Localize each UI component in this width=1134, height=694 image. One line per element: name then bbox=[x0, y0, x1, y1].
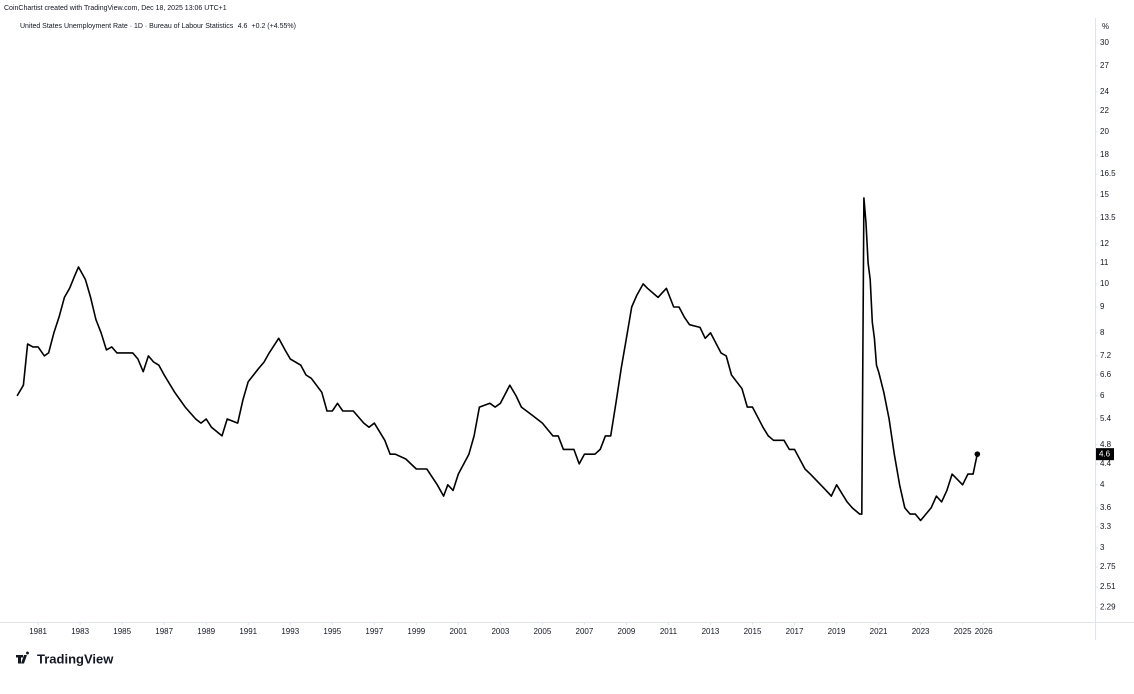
y-tick-label: 18 bbox=[1100, 150, 1109, 159]
x-tick-label: 2001 bbox=[449, 627, 467, 636]
y-tick-label: 4 bbox=[1100, 480, 1105, 489]
y-tick-label: 3.6 bbox=[1100, 503, 1112, 512]
y-tick-label: 22 bbox=[1100, 106, 1109, 115]
y-tick-label: 6.6 bbox=[1100, 370, 1112, 379]
y-tick-label: 5.4 bbox=[1100, 414, 1112, 423]
y-tick-label: 6 bbox=[1100, 391, 1105, 400]
x-tick-label: 2023 bbox=[912, 627, 930, 636]
x-tick-label: 2021 bbox=[870, 627, 888, 636]
header: CoinChartist created with TradingView.co… bbox=[4, 5, 227, 12]
legend-value: 4.6 bbox=[238, 23, 248, 30]
x-tick-label: 1995 bbox=[323, 627, 341, 636]
x-tick-label: 2005 bbox=[533, 627, 551, 636]
y-tick-label: 2.75 bbox=[1100, 562, 1116, 571]
price-label-box bbox=[1096, 448, 1114, 461]
x-tick-label: 2003 bbox=[491, 627, 509, 636]
line bbox=[16, 197, 979, 522]
y-tick-label: 2.29 bbox=[1100, 602, 1116, 611]
x-tick-label: 2019 bbox=[828, 627, 846, 636]
y-tick-label: 4.8 bbox=[1100, 440, 1112, 449]
x-tick-label: 1989 bbox=[197, 627, 215, 636]
y-tick-label: 3.3 bbox=[1100, 522, 1112, 531]
x-tick-label: 2017 bbox=[786, 627, 804, 636]
x-tick-label: 2007 bbox=[576, 627, 594, 636]
x-tick-label: 1985 bbox=[113, 627, 131, 636]
x-tick-label: 2026 bbox=[975, 627, 993, 636]
y-tick-label: 8 bbox=[1100, 328, 1105, 337]
y-tick-label: 2.51 bbox=[1100, 582, 1116, 591]
x-tick-label: 1981 bbox=[29, 627, 47, 636]
y-tick-label: 27 bbox=[1100, 61, 1109, 70]
x-tick-label: 2009 bbox=[618, 627, 636, 636]
y-tick-label: 9 bbox=[1100, 302, 1105, 311]
x-tick-label: 2025 bbox=[954, 627, 972, 636]
y-tick-label: 16.5 bbox=[1100, 169, 1116, 178]
logo bbox=[16, 651, 30, 664]
y-tick-label: 30 bbox=[1100, 38, 1109, 47]
x-tick-label: 2011 bbox=[660, 627, 678, 636]
y-tick-label: 15 bbox=[1100, 190, 1109, 199]
brand: TradingView bbox=[16, 651, 114, 666]
legend-name: United States Unemployment Rate · 1D · B… bbox=[20, 23, 234, 30]
y-tick-label: 13.5 bbox=[1100, 213, 1116, 222]
x-tick-label: 2013 bbox=[702, 627, 720, 636]
x-tick-label: 1997 bbox=[365, 627, 383, 636]
y-tick-label: 24 bbox=[1100, 87, 1109, 96]
y-tick-label: 3 bbox=[1100, 543, 1105, 552]
x-tick-label: 2015 bbox=[744, 627, 762, 636]
last-point bbox=[974, 451, 981, 457]
y-tick-label: 10 bbox=[1100, 279, 1109, 288]
x-tick-label: 1993 bbox=[281, 627, 299, 636]
x-tick-label: 1991 bbox=[239, 627, 257, 636]
y-tick-label: 11 bbox=[1100, 258, 1109, 267]
y-tick-label: 7.2 bbox=[1100, 351, 1112, 360]
x-tick-label: 1983 bbox=[71, 627, 89, 636]
price-label: 4.6 bbox=[1099, 449, 1111, 458]
y-tick-label: 20 bbox=[1100, 127, 1109, 136]
brand-name: TradingView bbox=[37, 651, 114, 666]
x-tick-label: 1999 bbox=[407, 627, 425, 636]
legend-change: +0.2 (+4.55%) bbox=[252, 23, 296, 30]
x-tick-label: 1987 bbox=[155, 627, 173, 636]
y-unit: % bbox=[1102, 22, 1109, 31]
y-tick-label: 12 bbox=[1100, 239, 1109, 248]
y-tick-label: 4.4 bbox=[1100, 459, 1112, 468]
